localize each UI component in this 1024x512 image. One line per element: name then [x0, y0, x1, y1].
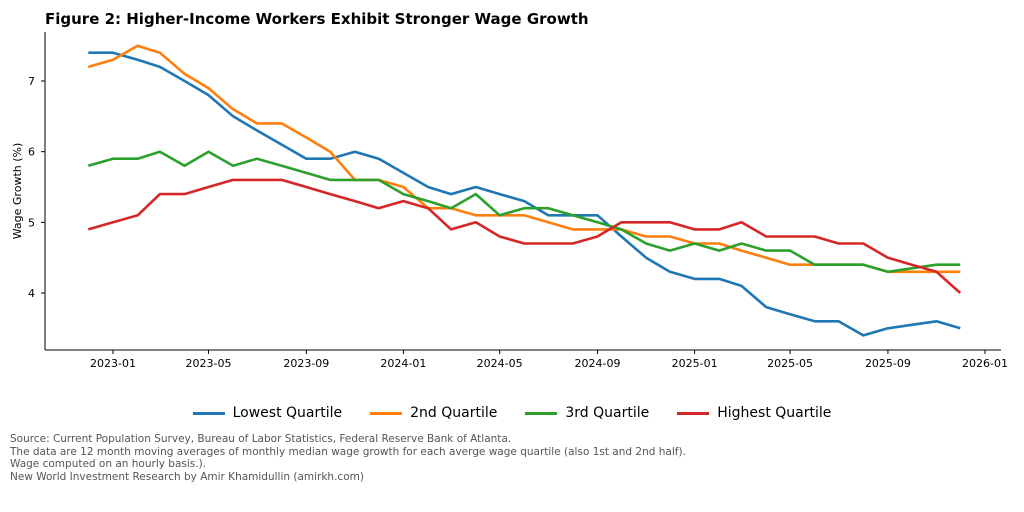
- footnote: Source: Current Population Survey, Burea…: [10, 433, 686, 483]
- footnote-line: Wage computed on an hourly basis.).: [10, 458, 207, 470]
- y-tick-label: 4: [28, 287, 35, 300]
- x-tick-label: 2024-01: [380, 357, 426, 370]
- footnote-line: New World Investment Research by Amir Kh…: [10, 470, 364, 483]
- x-tick-label: 2024-09: [575, 357, 621, 370]
- legend-item: 3rd Quartile: [525, 405, 649, 421]
- legend-swatch: [192, 411, 225, 415]
- y-axis-label: Wage Growth (%): [11, 143, 24, 240]
- footnote-line: Source: Current Population Survey, Burea…: [10, 433, 512, 445]
- series-line-highest-quartile: [87, 178, 962, 294]
- legend-label: Lowest Quartile: [232, 405, 343, 421]
- legend-label: Highest Quartile: [717, 405, 832, 421]
- x-tick-label: 2025-05: [767, 357, 813, 370]
- line-chart: 2023-01 2023-05 2023-09 2024-01 2024-05 2024-…: [11, 32, 1008, 370]
- x-tick-label: 2023-05: [185, 357, 231, 370]
- legend-swatch: [370, 411, 403, 415]
- legend-item: 2nd Quartile: [370, 405, 497, 421]
- series-line-3rd-quartile: [87, 150, 961, 274]
- x-tick-label: 2026-01: [962, 357, 1008, 370]
- footnote-line: The data are 12 month moving averages of…: [10, 445, 686, 458]
- x-tick-label: 2024-05: [477, 357, 523, 370]
- legend-swatch: [525, 411, 558, 415]
- x-tick-label: 2025-01: [672, 357, 718, 370]
- y-tick-label: 6: [28, 146, 35, 159]
- x-tick-label: 2025-09: [865, 357, 911, 370]
- x-tick-label: 2023-09: [283, 357, 329, 370]
- y-tick-label: 5: [28, 216, 35, 229]
- legend-item: Highest Quartile: [677, 405, 831, 421]
- x-tick-label: 2023-01: [90, 357, 136, 370]
- legend-label: 3rd Quartile: [565, 405, 650, 421]
- legend-swatch: [677, 411, 710, 415]
- legend: Lowest Quartile 2nd Quartile 3rd Quartile H…: [0, 405, 1024, 421]
- legend-item: Lowest Quartile: [192, 405, 343, 421]
- series-line-lowest-quartile: [88, 51, 961, 337]
- y-tick-label: 7: [28, 75, 35, 88]
- legend-label: 2nd Quartile: [410, 405, 498, 421]
- chart-title: Figure 2: Higher-Income Workers Exhibit …: [45, 10, 589, 28]
